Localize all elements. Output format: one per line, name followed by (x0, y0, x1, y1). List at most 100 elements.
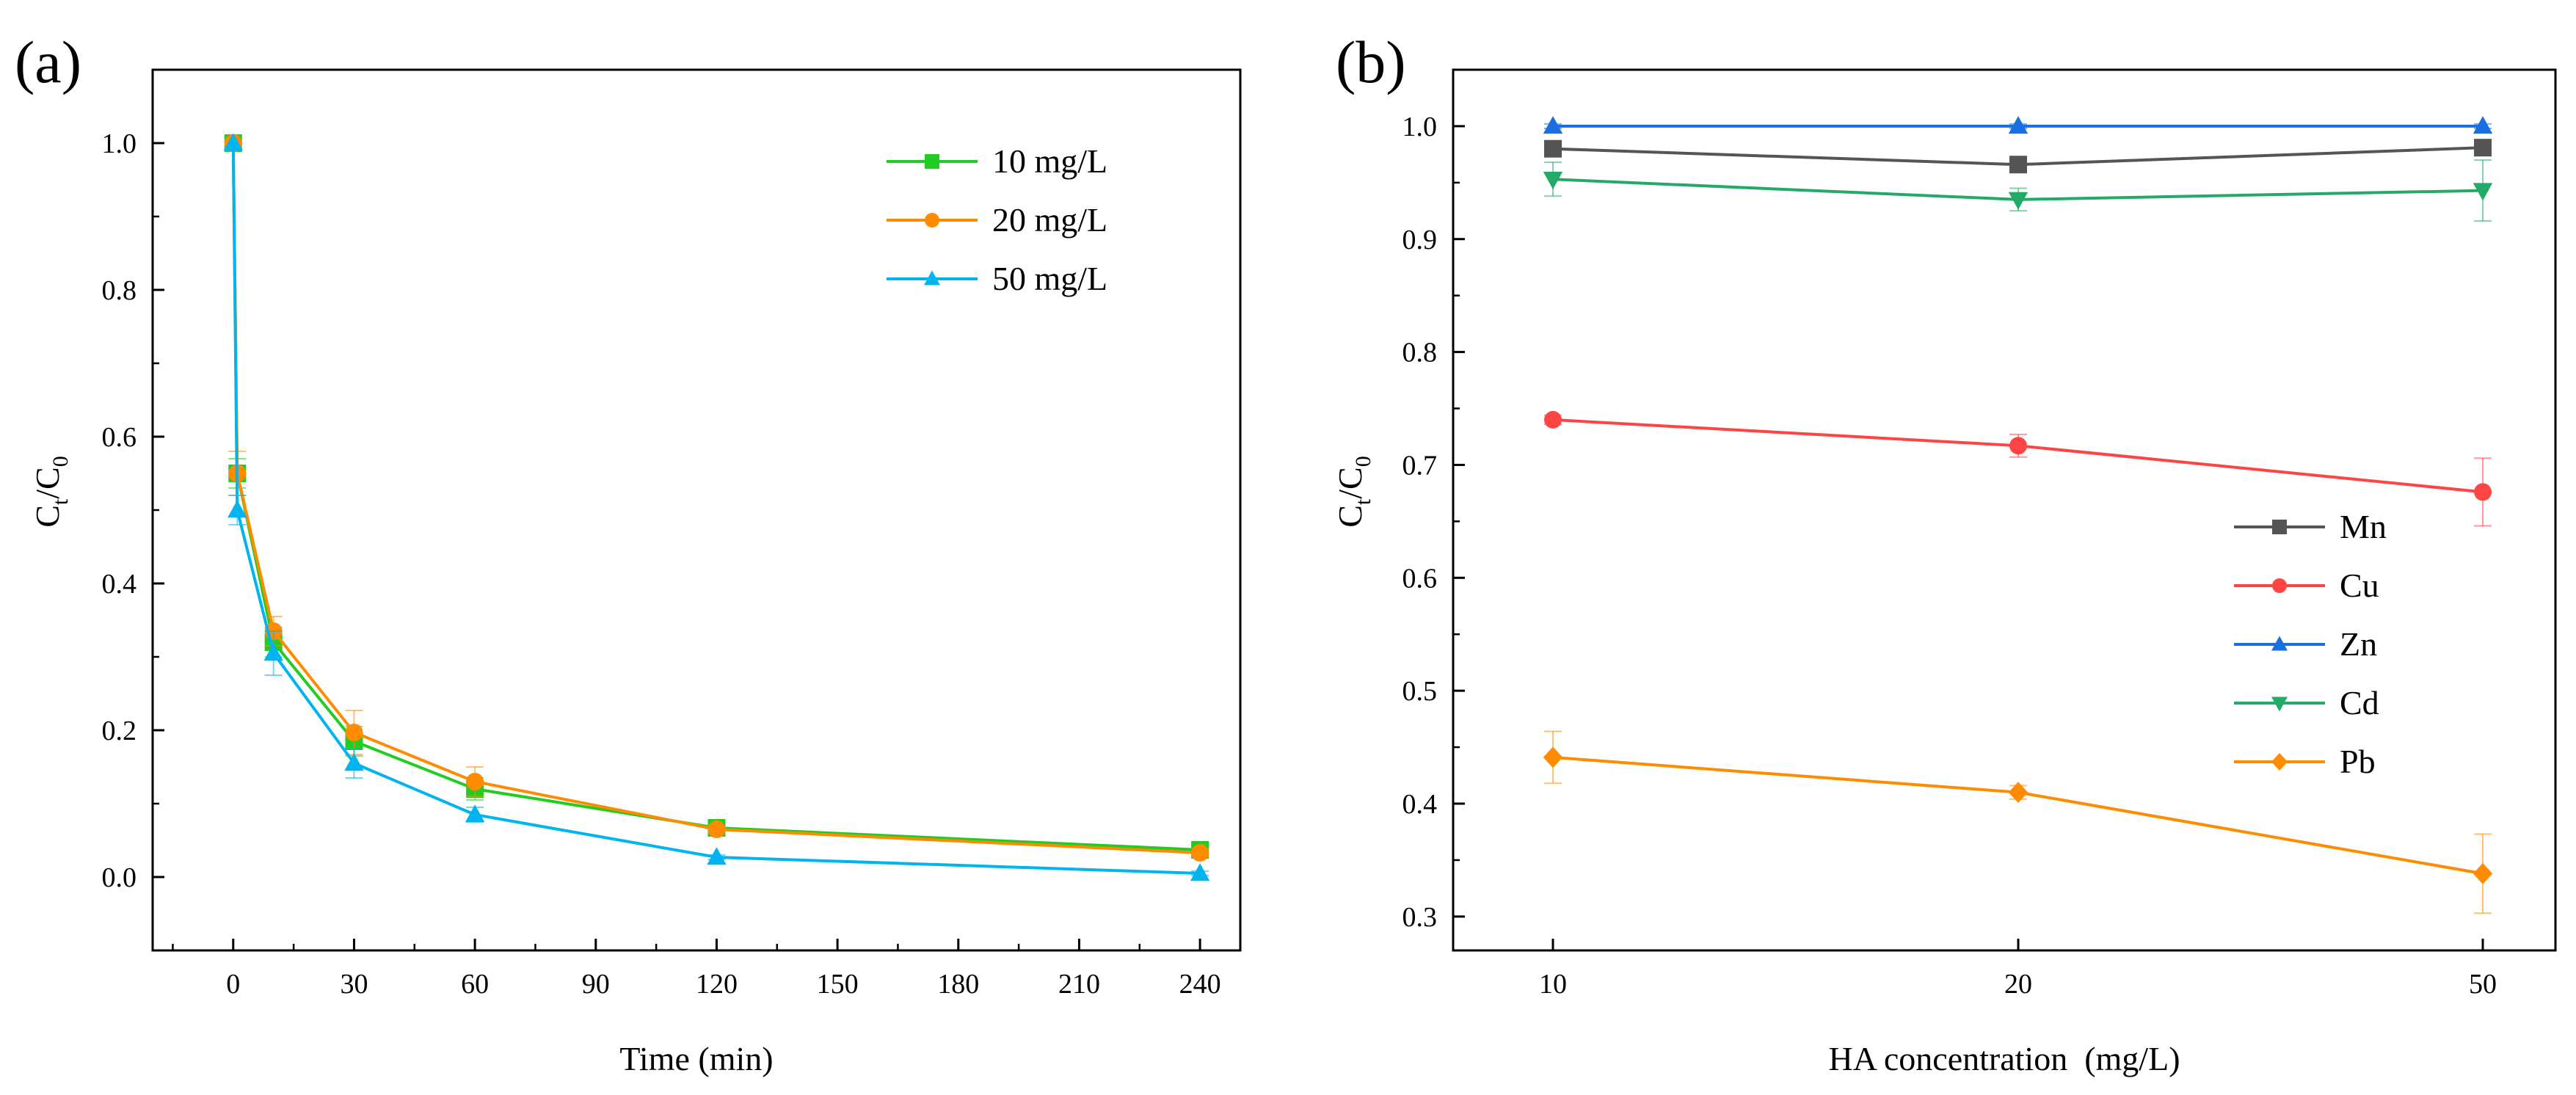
panel-a-y-tick-label: 0.2 (102, 716, 137, 746)
panel-b-series-cu (1544, 410, 2492, 527)
panel-b-data-point (2474, 483, 2492, 501)
panel-a-y-tick-label: 0.6 (102, 422, 137, 453)
panel-a-data-point (1191, 844, 1209, 862)
panel-b-legend-item: Cd (2234, 684, 2379, 721)
panel-a-x-axis-title: Time (min) (619, 1040, 773, 1077)
panel-a-x-tick-label: 120 (696, 969, 738, 1000)
panel-a: (a) 0 30 60 90 120 150 180 210 240 0.0 0.2 0.4 0.6 0.… (15, 29, 1242, 1077)
panel-b-legend-label: Pb (2340, 743, 2376, 780)
panel-b-label: (b) (1336, 29, 1406, 95)
panel-b-legend: Mn Cu Zn Cd Pb (2234, 508, 2387, 780)
panel-a-y-title-main: C (29, 505, 66, 528)
panel-b-data-point (2008, 782, 2029, 804)
panel-a-legend-marker (924, 270, 940, 285)
panel-a-series-line (231, 142, 1201, 875)
panel-a-legend-label: 50 mg/L (992, 260, 1107, 297)
panel-b-y-title-main2: C (1331, 467, 1369, 490)
panel-b-legend-marker (2271, 636, 2288, 651)
panel-b-series-zn (1543, 116, 2493, 134)
panel-b-x-tick-label: 50 (2469, 969, 2497, 1000)
panel-b-x-tick-label: 10 (1539, 969, 1567, 1000)
panel-b-y-title-slash: / (1331, 490, 1369, 499)
panel-b-data-point (2009, 437, 2027, 455)
panel-b-y-axis-title: Ct/C0 (1331, 456, 1375, 528)
panel-a-data-point (228, 500, 247, 518)
panel-b-data-point (2473, 183, 2493, 201)
panel-a-y-tick-label: 0.0 (102, 862, 137, 893)
panel-b-legend-label: Zn (2340, 625, 2377, 663)
svg-text:Ct/C0: Ct/C0 (1331, 456, 1375, 528)
panel-b-legend-label: Mn (2340, 508, 2387, 545)
panel-b-series-pb (1543, 730, 2493, 914)
panel-a-data-point (707, 821, 726, 838)
panel-b-series (1543, 116, 2493, 914)
panel-a-data-point (345, 724, 363, 741)
panel-b-data-point (1543, 116, 1563, 134)
panel-a-legend-item: 10 mg/L (887, 142, 1107, 180)
panel-b-data-point (2474, 139, 2492, 157)
panel-b-y-tick-label: 0.9 (1402, 225, 1438, 255)
panel-a-data-point (1190, 863, 1210, 881)
panel-b-data-point (2473, 116, 2493, 134)
panel-a-series-50-mg-l (223, 133, 1210, 881)
panel-a-x-tick-label: 0 (226, 969, 240, 1000)
panel-a-x-tick-label: 180 (937, 969, 979, 1000)
panel-a-y-tick-label: 1.0 (102, 128, 137, 159)
panel-b-legend-item: Mn (2234, 508, 2387, 545)
panel-a-series-10-mg-l (224, 134, 1209, 859)
panel-b-data-point (2009, 156, 2027, 174)
panel-a-x-tick-label: 90 (582, 969, 610, 1000)
panel-b-y-tick-label: 0.6 (1402, 563, 1438, 594)
panel-b-data-point (1543, 172, 1563, 190)
panel-b-x-axis-title: HA concentration (mg/L) (1828, 1040, 2180, 1077)
panel-b-data-point (1544, 139, 1562, 158)
panel-b-legend-item: Cu (2234, 567, 2379, 604)
panel-b-y-tick-label: 0.3 (1402, 902, 1438, 933)
panel-b-y-title-sub1: t (1351, 498, 1375, 505)
panel-a-x-tick-label: 60 (461, 969, 489, 1000)
panel-a-y-title-sub2: 0 (48, 456, 73, 467)
panel-a-data-point (465, 804, 485, 823)
panel-a-y-tick-label: 0.4 (102, 569, 137, 600)
panel-b-x-tick-label: 20 (2004, 969, 2032, 1000)
panel-a-x-tick-label: 210 (1058, 969, 1100, 1000)
panel-b-legend-marker (2271, 753, 2288, 771)
panel-b-y-tick-label: 0.4 (1402, 789, 1438, 820)
panel-b-legend-item: Zn (2234, 625, 2377, 663)
panel-b-y-title-sub2: 0 (1351, 456, 1375, 467)
svg-text:Ct/C0: Ct/C0 (29, 456, 73, 528)
panel-b: (b) 10 20 50 0.3 0.4 0.5 0.6 0.7 0.8 0.9 1.0 Mn Cu Z… (1331, 29, 2557, 1077)
panel-a-legend-marker (925, 154, 939, 169)
panel-a-y-title-slash: / (29, 490, 66, 499)
panel-b-series-mn (1544, 139, 2492, 174)
panel-a-y-tick-label: 0.8 (102, 275, 137, 306)
panel-b-legend-label: Cu (2340, 567, 2379, 604)
panel-a-x-tick-label: 240 (1179, 969, 1221, 1000)
panel-a-series-line (231, 142, 1201, 854)
panel-a-y-title-sub1: t (48, 498, 73, 505)
panel-b-legend-label: Cd (2340, 684, 2379, 721)
panel-b-y-tick-label: 1.0 (1402, 112, 1438, 142)
panel-a-data-point (223, 133, 243, 151)
panel-a-legend-label: 10 mg/L (992, 142, 1107, 180)
panel-b-y-title-main: C (1331, 505, 1369, 528)
panel-a-legend-item: 50 mg/L (887, 260, 1107, 297)
panel-a-y-axis-title: Ct/C0 (29, 456, 73, 528)
panel-b-y-tick-label: 0.5 (1402, 676, 1438, 707)
panel-b-legend-marker (2272, 520, 2287, 534)
panel-a-data-point (707, 847, 727, 865)
panel-b-legend-item: Pb (2234, 743, 2376, 780)
panel-a-x-tick-label: 150 (817, 969, 859, 1000)
panel-a-data-point (466, 773, 484, 790)
panel-a-ticks: 0 30 60 90 120 150 180 210 240 0.0 0.2 0.4 0.6 0.8 1.0 (102, 128, 1221, 1000)
panel-a-x-tick-label: 30 (340, 969, 368, 1000)
panel-a-legend-item: 20 mg/L (887, 201, 1107, 239)
panel-b-data-point (2008, 192, 2029, 210)
panel-a-legend-marker (925, 213, 939, 228)
panel-a-y-title-main2: C (29, 467, 66, 490)
panel-a-series-20-mg-l (224, 134, 1209, 862)
panel-b-data-point (2008, 116, 2029, 134)
panel-b-data-point (2473, 862, 2493, 884)
panel-b-y-tick-label: 0.8 (1402, 338, 1438, 368)
